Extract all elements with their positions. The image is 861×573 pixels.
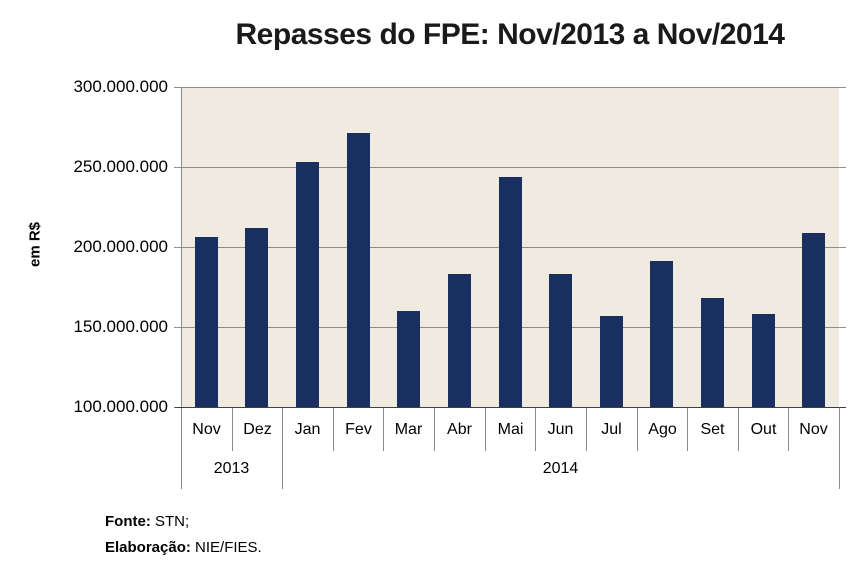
month-separator bbox=[535, 408, 536, 451]
month-label-dez-1: Dez bbox=[243, 420, 272, 438]
month-label-abr-5: Abr bbox=[447, 420, 472, 438]
bar-jun-2014 bbox=[549, 274, 572, 407]
month-separator bbox=[383, 408, 384, 451]
month-separator bbox=[687, 408, 688, 451]
bar-fev-2014 bbox=[347, 133, 370, 407]
month-separator bbox=[333, 408, 334, 451]
month-separator bbox=[788, 408, 789, 451]
bar-abr-2014 bbox=[448, 274, 471, 407]
month-label-set-10: Set bbox=[700, 420, 725, 438]
y-tick-label: 200.000.000 bbox=[73, 237, 168, 256]
month-separator bbox=[738, 408, 739, 451]
month-separator bbox=[232, 408, 233, 451]
month-label-jan-2: Jan bbox=[294, 420, 321, 438]
year-label-2014: 2014 bbox=[542, 460, 579, 477]
month-label-jul-8: Jul bbox=[601, 420, 622, 438]
fonte-line: Fonte: STN; bbox=[105, 509, 262, 535]
year-group-separator bbox=[839, 408, 840, 489]
month-label-nov-0: Nov bbox=[192, 420, 221, 438]
y-axis-tick bbox=[174, 247, 181, 248]
year-group-separator bbox=[181, 408, 182, 489]
bar-out-2014 bbox=[752, 314, 775, 407]
bar-nov-2014 bbox=[802, 233, 825, 407]
bar-dez-2013 bbox=[245, 228, 268, 407]
y-tick-label: 150.000.000 bbox=[73, 317, 168, 336]
month-separator bbox=[485, 408, 486, 451]
month-label-mai-6: Mai bbox=[497, 420, 524, 438]
year-group-separator bbox=[282, 408, 283, 489]
y-tick-label: 300.000.000 bbox=[73, 77, 168, 96]
month-label-nov-12: Nov bbox=[799, 420, 828, 438]
y-axis-line bbox=[181, 87, 182, 407]
source-note: Fonte: STN; Elaboração: NIE/FIES. bbox=[105, 509, 262, 561]
month-label-mar-4: Mar bbox=[394, 420, 423, 438]
gridline bbox=[181, 167, 846, 168]
fonte-value: STN; bbox=[150, 513, 190, 530]
bar-mai-2014 bbox=[499, 177, 522, 407]
gridline bbox=[181, 87, 846, 88]
bar-nov-2013 bbox=[195, 237, 218, 407]
elaboracao-line: Elaboração: NIE/FIES. bbox=[105, 535, 262, 561]
fonte-label: Fonte: bbox=[105, 513, 151, 530]
x-axis-line bbox=[175, 407, 846, 408]
month-label-out-11: Out bbox=[750, 420, 777, 438]
year-label-2013: 2013 bbox=[213, 460, 250, 477]
month-label-ago-9: Ago bbox=[648, 420, 677, 438]
y-axis-tick bbox=[174, 87, 181, 88]
y-tick-label: 250.000.000 bbox=[73, 157, 168, 176]
bar-jul-2014 bbox=[600, 316, 623, 407]
bar-jan-2014 bbox=[296, 162, 319, 407]
y-axis-tick bbox=[174, 327, 181, 328]
month-label-jun-7: Jun bbox=[547, 420, 574, 438]
month-separator bbox=[586, 408, 587, 451]
elaboracao-value: NIE/FIES. bbox=[190, 539, 262, 556]
chart-title: Repasses do FPE: Nov/2013 a Nov/2014 bbox=[235, 18, 785, 51]
month-label-fev-3: Fev bbox=[345, 420, 372, 438]
bar-mar-2014 bbox=[397, 311, 420, 407]
month-separator bbox=[637, 408, 638, 451]
bar-ago-2014 bbox=[650, 261, 673, 407]
y-tick-label: 100.000.000 bbox=[73, 397, 168, 416]
month-separator bbox=[434, 408, 435, 451]
y-axis-tick bbox=[174, 167, 181, 168]
bar-set-2014 bbox=[701, 298, 724, 407]
elaboracao-label: Elaboração: bbox=[105, 539, 191, 556]
